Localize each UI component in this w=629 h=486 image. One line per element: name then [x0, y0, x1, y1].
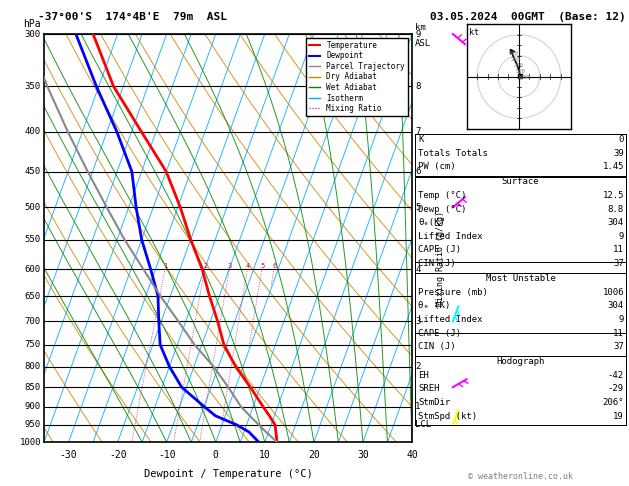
- Text: CAPE (J): CAPE (J): [418, 245, 461, 255]
- Text: 304: 304: [608, 301, 624, 311]
- Text: StmDir: StmDir: [418, 398, 450, 407]
- Text: StmSpd (kt): StmSpd (kt): [418, 412, 477, 421]
- Text: 450: 450: [25, 167, 41, 176]
- Text: 37: 37: [613, 259, 624, 268]
- Text: Hodograph: Hodograph: [496, 357, 545, 366]
- Text: -10: -10: [158, 450, 175, 460]
- Text: 1000: 1000: [19, 438, 41, 447]
- Text: Totals Totals: Totals Totals: [418, 149, 488, 158]
- Text: 40: 40: [406, 450, 418, 460]
- Text: 200: 200: [511, 57, 520, 62]
- Text: 2: 2: [415, 362, 421, 371]
- Text: LCL: LCL: [415, 420, 431, 429]
- Text: Surface: Surface: [502, 177, 539, 187]
- Text: 500: 500: [25, 203, 41, 212]
- Text: Mixing Ratio (g/kg): Mixing Ratio (g/kg): [436, 211, 445, 306]
- Text: θₑ (K): θₑ (K): [418, 301, 450, 311]
- Text: -20: -20: [109, 450, 126, 460]
- Text: 5: 5: [260, 263, 264, 269]
- Text: 8: 8: [415, 82, 421, 91]
- Text: 39: 39: [613, 149, 624, 158]
- Text: 500: 500: [516, 69, 526, 74]
- Text: 11: 11: [613, 245, 624, 255]
- Text: 37: 37: [613, 342, 624, 351]
- Text: Lifted Index: Lifted Index: [418, 232, 483, 241]
- Text: 300: 300: [25, 30, 41, 38]
- Text: 650: 650: [25, 292, 41, 301]
- Legend: Temperature, Dewpoint, Parcel Trajectory, Dry Adiabat, Wet Adiabat, Isotherm, Mi: Temperature, Dewpoint, Parcel Trajectory…: [306, 38, 408, 116]
- Text: Dewpoint / Temperature (°C): Dewpoint / Temperature (°C): [143, 469, 313, 479]
- Text: 9: 9: [618, 315, 624, 324]
- Text: 20: 20: [308, 450, 320, 460]
- Text: 900: 900: [25, 402, 41, 411]
- Text: 4: 4: [415, 264, 421, 274]
- Text: 4: 4: [246, 263, 250, 269]
- Text: 12.5: 12.5: [603, 191, 624, 200]
- Text: SREH: SREH: [418, 384, 440, 394]
- Text: 1.45: 1.45: [603, 162, 624, 172]
- Text: © weatheronline.co.uk: © weatheronline.co.uk: [468, 472, 573, 481]
- Text: -37°00'S  174°4B'E  79m  ASL: -37°00'S 174°4B'E 79m ASL: [38, 12, 226, 22]
- Text: 206°: 206°: [603, 398, 624, 407]
- Text: 0: 0: [618, 135, 624, 144]
- Text: 0: 0: [213, 450, 219, 460]
- Text: 950: 950: [25, 420, 41, 429]
- Text: Pressure (mb): Pressure (mb): [418, 288, 488, 297]
- Text: 2: 2: [203, 263, 208, 269]
- Text: km: km: [415, 22, 426, 32]
- Text: Temp (°C): Temp (°C): [418, 191, 467, 200]
- Text: 1006: 1006: [603, 288, 624, 297]
- Text: -30: -30: [60, 450, 77, 460]
- Text: 350: 350: [25, 82, 41, 91]
- Text: 8.8: 8.8: [608, 205, 624, 214]
- Text: 800: 800: [25, 362, 41, 371]
- Text: 6: 6: [415, 167, 421, 176]
- Text: 9: 9: [415, 30, 421, 38]
- Text: 3: 3: [228, 263, 232, 269]
- Text: 750: 750: [25, 340, 41, 349]
- Text: ASL: ASL: [415, 39, 431, 48]
- Text: kt: kt: [469, 29, 479, 37]
- Text: -29: -29: [608, 384, 624, 394]
- Text: K: K: [418, 135, 424, 144]
- Text: EH: EH: [418, 371, 429, 380]
- Text: 1000: 1000: [517, 75, 530, 80]
- Text: Most Unstable: Most Unstable: [486, 274, 555, 283]
- Text: 600: 600: [25, 264, 41, 274]
- Text: 5: 5: [415, 203, 421, 212]
- Text: -42: -42: [608, 371, 624, 380]
- Text: hPa: hPa: [23, 19, 41, 29]
- Text: 850: 850: [25, 382, 41, 392]
- Text: 1: 1: [164, 263, 168, 269]
- Text: 1: 1: [415, 402, 421, 411]
- Text: 03.05.2024  00GMT  (Base: 12): 03.05.2024 00GMT (Base: 12): [430, 12, 626, 22]
- Text: 7: 7: [415, 127, 421, 136]
- Text: PW (cm): PW (cm): [418, 162, 456, 172]
- Text: 10: 10: [259, 450, 270, 460]
- Text: Lifted Index: Lifted Index: [418, 315, 483, 324]
- Text: 550: 550: [25, 235, 41, 244]
- Text: 300: 300: [514, 63, 523, 68]
- Text: 30: 30: [357, 450, 369, 460]
- Text: 11: 11: [613, 329, 624, 338]
- Text: θₑ(K): θₑ(K): [418, 218, 445, 227]
- Text: CIN (J): CIN (J): [418, 259, 456, 268]
- Text: 9: 9: [618, 232, 624, 241]
- Text: 19: 19: [613, 412, 624, 421]
- Text: 304: 304: [608, 218, 624, 227]
- Text: 700: 700: [25, 317, 41, 326]
- Text: 400: 400: [25, 127, 41, 136]
- Text: 3: 3: [415, 317, 421, 326]
- Text: 100: 100: [508, 51, 518, 55]
- Text: CAPE (J): CAPE (J): [418, 329, 461, 338]
- Text: 6: 6: [272, 263, 277, 269]
- Text: CIN (J): CIN (J): [418, 342, 456, 351]
- Text: Dewp (°C): Dewp (°C): [418, 205, 467, 214]
